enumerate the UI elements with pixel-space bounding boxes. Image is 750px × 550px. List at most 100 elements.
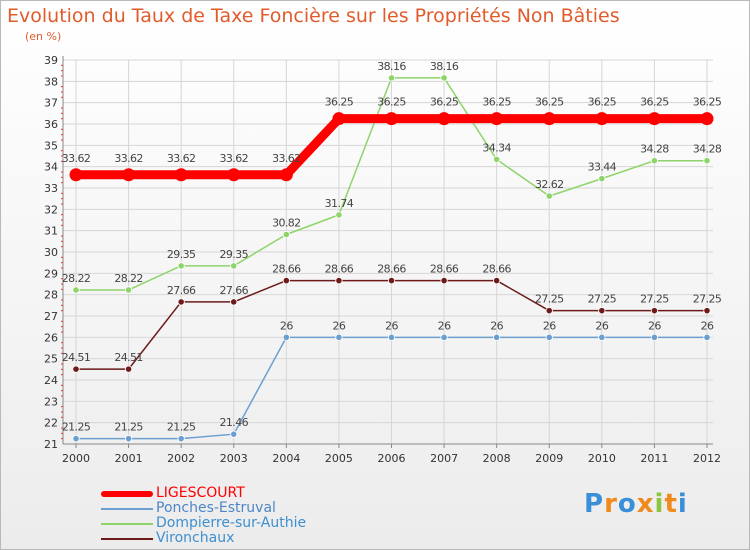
data-label: 26 [280,319,293,332]
data-label: 33.62 [114,152,143,165]
data-point [177,435,185,443]
y-tick-label: 35 [44,139,58,152]
series-ligescourt: 33.62 33.62 33.62 33.62 33.62 36.25 36.25 36.25… [62,96,722,182]
y-tick-label: 26 [44,331,58,344]
series-ponches-estruval: 21.25 21.25 21.25 21.46 26 26 26 26 26 26 26 26 26 [62,319,715,443]
legend-label: LIGESCOURT [156,485,245,501]
data-label: 21.46 [220,416,249,429]
y-tick-label: 33 [44,182,58,195]
data-point [124,286,133,294]
data-point [650,157,659,165]
y-minor-tick [61,182,63,184]
x-tick-label: 2006 [378,452,406,465]
y-tick-label: 36 [44,118,58,131]
legend-swatch [101,538,153,540]
data-label: 27.25 [588,293,617,306]
data-point [335,333,343,341]
data-label: 36.25 [588,96,617,109]
data-point [335,211,343,219]
data-point [72,435,80,443]
y-minor-tick [61,304,63,306]
data-label: 34.28 [693,143,722,156]
legend-label: Dompierre-sur-Authie [156,515,307,531]
data-label: 26 [701,319,714,332]
data-point [230,262,238,270]
data-point [542,112,556,126]
y-minor-tick [61,331,63,333]
legend-item-dompierre-sur-authie[interactable]: Dompierre-sur-Authie [101,515,361,531]
logo-letter: r [604,489,618,519]
data-point [69,168,83,182]
data-point [332,112,346,126]
data-point [279,168,293,182]
data-point [227,168,241,182]
logo-letter: P [584,489,605,519]
chart-unit-label: (en %) [25,30,62,43]
y-minor-tick [61,352,63,354]
y-minor-tick [61,118,63,120]
y-minor-tick [61,256,63,258]
y-minor-tick [61,347,63,349]
data-label: 26 [543,319,556,332]
data-label: 29.35 [220,248,249,261]
y-tick-label: 39 [44,54,58,67]
series-vironchaux: 24.51 24.51 27.66 27.66 28.66 28.66 28.66 28.66… [62,263,722,373]
y-tick-label: 29 [44,267,58,280]
data-label: 27.25 [640,293,669,306]
data-point [387,276,396,285]
data-point [650,333,659,341]
x-tick-label: 2008 [483,452,511,465]
y-minor-tick [61,411,63,413]
data-label: 27.66 [220,284,249,297]
data-label: 21.25 [62,421,91,434]
data-label: 30.82 [272,217,301,230]
x-tick-label: 2003 [220,452,248,465]
data-point [437,112,451,126]
data-label: 21.25 [167,421,196,434]
data-point [493,333,501,341]
legend-label: Ponches-Estruval [156,500,276,516]
data-point [440,276,448,285]
data-label: 38.16 [430,60,459,73]
data-label: 36.25 [640,96,669,109]
legend-label: Vironchaux [156,530,235,546]
logo-letter: x [636,489,655,519]
x-tick-label: 2009 [535,452,563,465]
x-tick-label: 2007 [430,452,458,465]
y-minor-tick [61,86,63,88]
y-tick-label: 23 [44,395,58,408]
series-dompierre-sur-authie: 28.22 28.22 29.35 29.35 30.82 31.74 38.16 38.16… [62,60,722,294]
y-minor-tick [61,384,63,386]
y-minor-tick [61,438,63,440]
y-minor-tick [61,198,63,200]
data-label: 34.28 [640,143,669,156]
legend-item-ligescourt[interactable]: LIGESCOURT [101,485,361,501]
legend-item-ponches-estruval[interactable]: Ponches-Estruval [101,500,361,516]
data-point [545,192,553,200]
data-point [703,307,711,315]
y-minor-tick [61,363,63,365]
y-minor-tick [61,326,63,328]
y-minor-tick [61,219,63,221]
data-label: 27.25 [693,293,722,306]
y-tick-label: 30 [44,246,58,259]
data-label: 33.62 [62,152,91,165]
data-label: 26 [438,319,451,332]
y-minor-tick [61,176,63,178]
y-minor-tick [61,224,63,226]
data-label: 26 [385,319,398,332]
data-point [598,175,606,183]
logo-letter: i [654,489,665,519]
legend-item-vironchaux[interactable]: Vironchaux [101,530,361,546]
data-label: 26 [648,319,661,332]
data-point [595,112,609,126]
y-minor-tick [61,368,63,370]
data-label: 21.25 [114,421,143,434]
data-point [124,435,133,443]
y-minor-tick [61,128,63,130]
data-point [700,112,714,126]
x-tick-label: 2005 [325,452,353,465]
y-minor-tick [61,240,63,242]
